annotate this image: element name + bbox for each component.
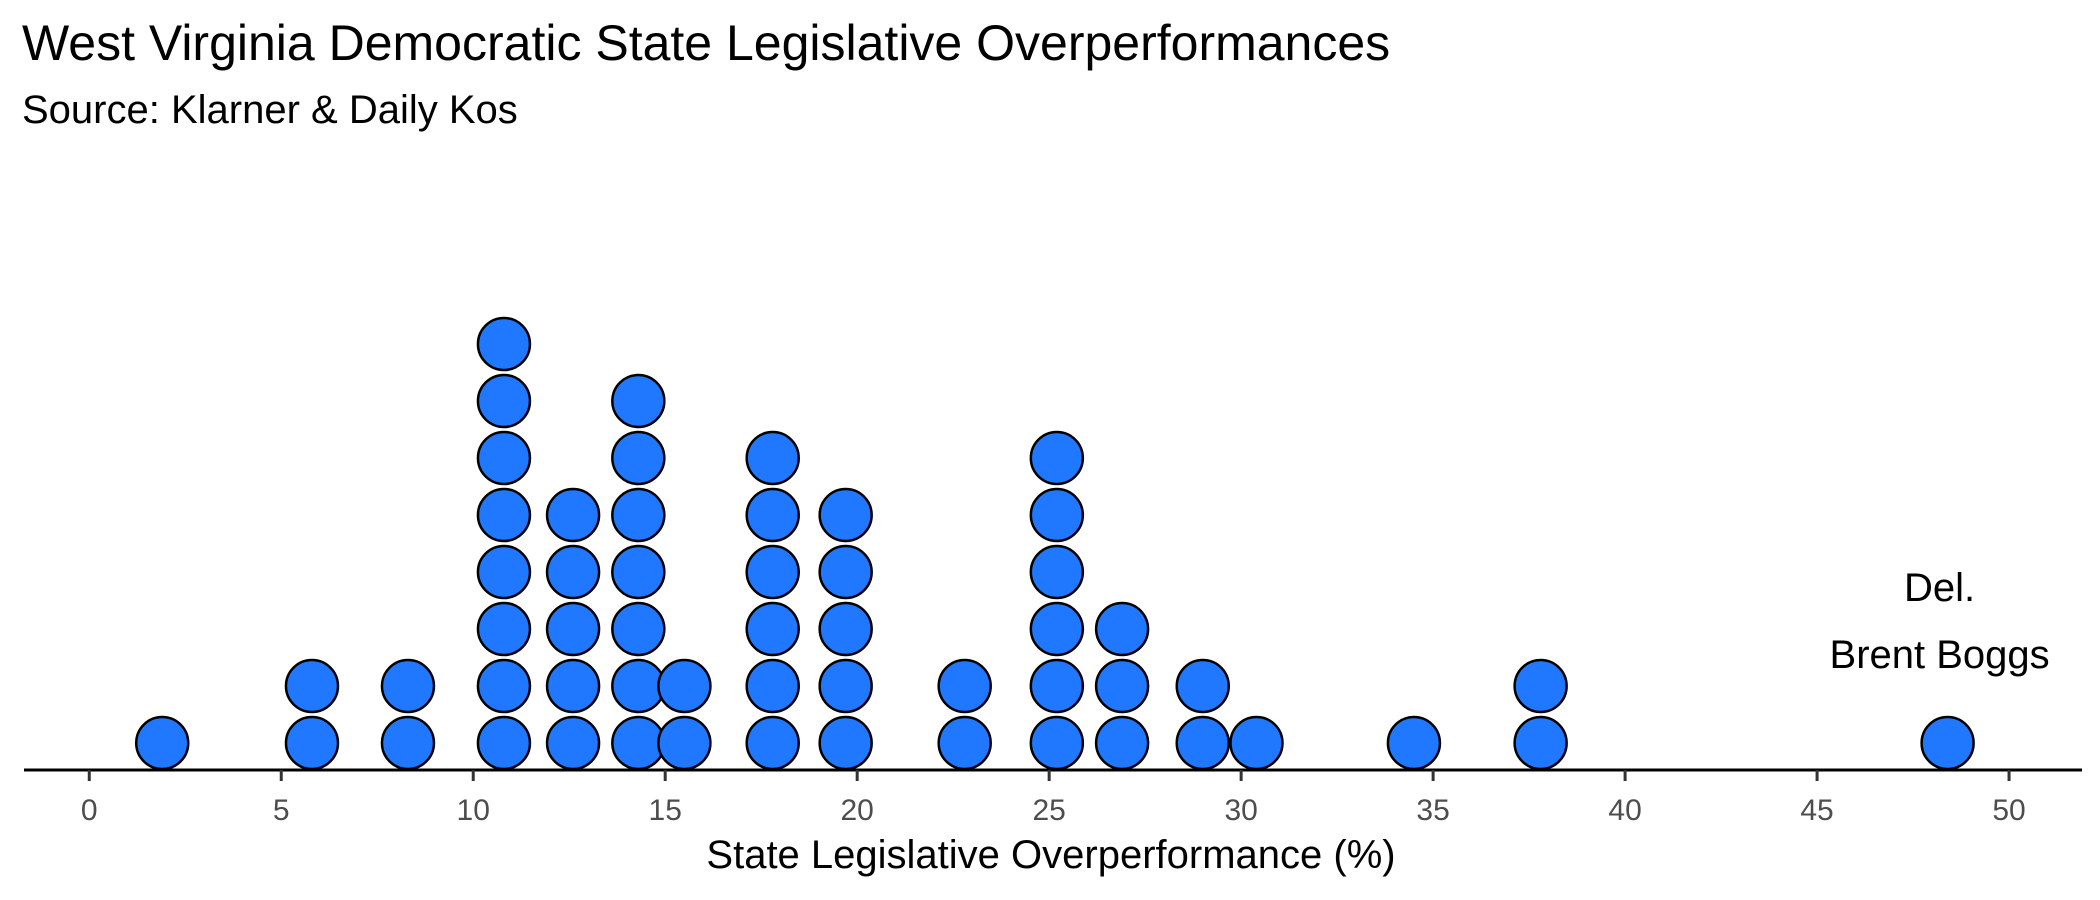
dots-layer <box>134 316 1975 771</box>
data-dot <box>380 658 436 714</box>
data-dot <box>745 487 800 543</box>
x-tick-label: 50 <box>1992 794 2025 827</box>
data-dot <box>1175 715 1230 771</box>
data-dot <box>134 715 190 771</box>
data-dot <box>611 601 666 657</box>
annotation: Del. Brent Boggs <box>1830 566 2050 677</box>
data-dot <box>611 430 666 486</box>
data-dot <box>545 544 601 600</box>
data-dot <box>745 715 800 771</box>
data-dot <box>1094 715 1150 771</box>
data-dot <box>937 658 992 714</box>
x-tick-label: 45 <box>1800 794 1833 827</box>
data-dot <box>1029 487 1085 543</box>
data-dot <box>818 658 873 714</box>
data-dot <box>1386 715 1442 771</box>
data-dot <box>476 430 532 486</box>
data-dot <box>611 487 666 543</box>
data-dot <box>611 544 666 600</box>
data-dot <box>657 715 712 771</box>
data-dot <box>545 601 601 657</box>
data-dot <box>380 715 436 771</box>
data-dot <box>818 487 873 543</box>
data-dot <box>284 658 340 714</box>
x-tick-label: 35 <box>1416 794 1449 827</box>
chart-subtitle: Source: Klarner & Daily Kos <box>22 88 518 132</box>
x-tick-label: 0 <box>81 794 98 827</box>
data-dot <box>476 373 532 429</box>
data-dot <box>284 715 340 771</box>
data-dot <box>476 544 532 600</box>
data-dot <box>745 601 800 657</box>
data-dot <box>1513 715 1568 771</box>
data-dot <box>476 601 532 657</box>
data-dot <box>476 316 532 372</box>
data-dot <box>1513 658 1568 714</box>
x-tick-label: 20 <box>840 794 873 827</box>
annotation-line: Brent Boggs <box>1830 633 2050 677</box>
data-dot <box>1229 715 1284 771</box>
data-dot <box>745 544 800 600</box>
x-tick-label: 30 <box>1224 794 1257 827</box>
data-dot <box>611 373 666 429</box>
data-dot <box>611 658 666 714</box>
x-axis-ticks: 0 5 10 15 20 25 30 35 40 45 50 <box>81 770 2026 827</box>
x-tick-label: 25 <box>1032 794 1065 827</box>
data-dot <box>1029 601 1085 657</box>
data-dot <box>545 658 601 714</box>
chart-title: West Virginia Democratic State Legislati… <box>22 15 1391 71</box>
x-tick-label: 15 <box>649 794 682 827</box>
x-tick-label: 40 <box>1608 794 1641 827</box>
data-dot <box>476 715 532 771</box>
data-dot <box>1029 715 1085 771</box>
data-dot <box>818 715 873 771</box>
data-dot <box>1029 658 1085 714</box>
data-dot <box>1094 658 1150 714</box>
data-dot <box>476 658 532 714</box>
data-dot <box>745 658 800 714</box>
x-axis-title: State Legislative Overperformance (%) <box>706 833 1395 877</box>
data-dot <box>545 715 601 771</box>
data-dot <box>1029 430 1085 486</box>
x-tick-label: 5 <box>273 794 290 827</box>
data-dot <box>545 487 601 543</box>
data-dot <box>937 715 992 771</box>
annotation-line: Del. <box>1904 566 1975 610</box>
data-dot <box>818 544 873 600</box>
data-dot <box>818 601 873 657</box>
data-dot <box>1920 715 1975 771</box>
data-dot <box>1094 601 1150 657</box>
data-dot <box>476 487 532 543</box>
data-dot <box>1175 658 1230 714</box>
data-dot <box>1029 544 1085 600</box>
data-dot <box>611 715 666 771</box>
x-tick-label: 10 <box>457 794 490 827</box>
data-dot <box>745 430 800 486</box>
data-dot <box>657 658 712 714</box>
